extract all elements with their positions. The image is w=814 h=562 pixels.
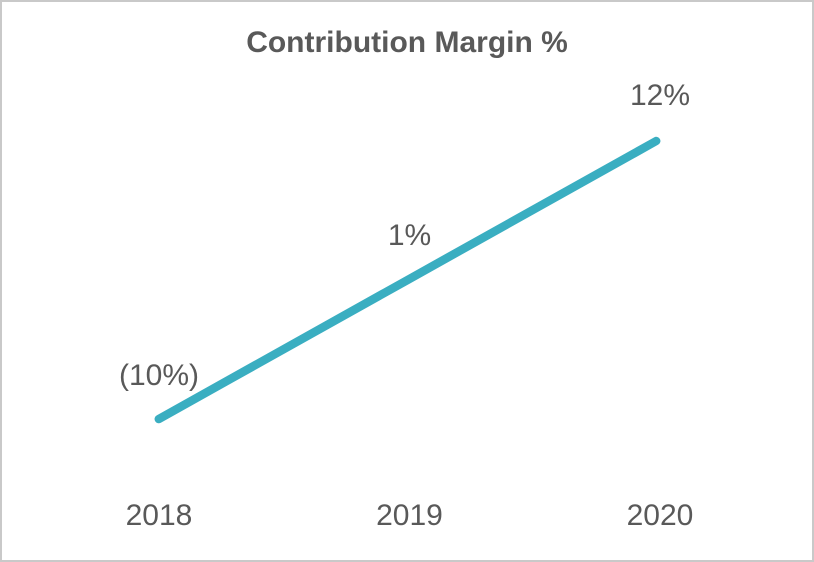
- data-label-2019: 1%: [387, 219, 432, 252]
- x-axis-label-2019: 2019: [376, 499, 443, 532]
- data-label-2020: 12%: [629, 79, 691, 112]
- data-label-2018: (10%): [118, 359, 200, 392]
- x-axis-label-2020: 2020: [626, 499, 694, 532]
- x-axis-label-2018: 2018: [125, 499, 193, 532]
- chart-title: Contribution Margin %: [246, 26, 568, 59]
- contribution-margin-line: [154, 136, 661, 424]
